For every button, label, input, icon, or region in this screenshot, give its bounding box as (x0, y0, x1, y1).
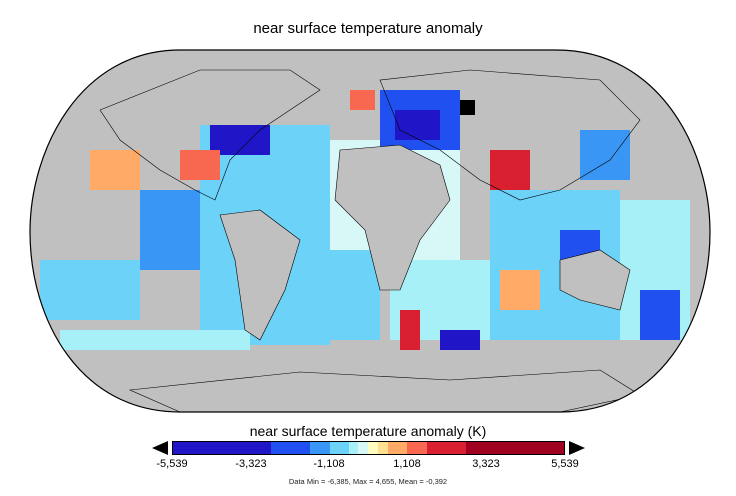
colorbar-segment (309, 442, 330, 454)
colorbar-extend-low-icon (152, 441, 168, 455)
colorbar-tick-label: -1,108 (313, 458, 345, 470)
colorbar (172, 441, 565, 455)
data-stats: Data Min = -6,385, Max = 4,655, Mean = -… (288, 477, 448, 486)
colorbar-segment (378, 442, 389, 454)
continents (99, 69, 641, 412)
colorbar-segment (329, 442, 349, 454)
colorbar-extend-high-icon (569, 441, 585, 455)
colorbar-segment (270, 442, 310, 454)
colorbar-segment (358, 442, 369, 454)
colorbar-segment (173, 442, 271, 454)
colorbar-label: near surface temperature anomaly (K) (249, 423, 487, 439)
colorbar-segment (407, 442, 428, 454)
colorbar-tick-label: -5,539 (156, 458, 188, 470)
colorbar-tick-label: 3,323 (472, 458, 500, 470)
colorbar-segment (427, 442, 467, 454)
colorbar-segment (348, 442, 359, 454)
map-border (29, 49, 711, 413)
colorbar-segment (466, 442, 564, 454)
colorbar-segment (388, 442, 408, 454)
world-map (29, 49, 711, 413)
colorbar-tick-label: 1,108 (393, 458, 421, 470)
colorbar-segment (368, 442, 379, 454)
map-title: near surface temperature anomaly (253, 20, 483, 37)
colorbar-tick-label: 5,539 (551, 458, 579, 470)
colorbar-tick-label: -3,323 (235, 458, 267, 470)
